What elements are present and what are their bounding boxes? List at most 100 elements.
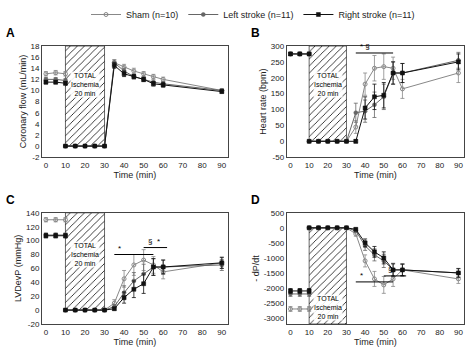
svg-text:50: 50 [139,161,148,170]
svg-text:250: 250 [271,58,285,67]
svg-text:0: 0 [288,328,293,337]
svg-text:6: 6 [35,109,40,118]
svg-text:40: 40 [120,328,129,337]
svg-text:20: 20 [323,161,332,170]
svg-text:30: 30 [100,161,109,170]
svg-text:-20: -20 [28,320,40,329]
svg-text:8: 8 [35,97,40,106]
svg-text:80: 80 [30,250,39,259]
svg-text:Time (min): Time (min) [354,337,397,347]
svg-text:90: 90 [217,328,226,337]
svg-text:LVDevP (mmHg): LVDevP (mmHg) [13,235,23,302]
svg-text:30: 30 [342,161,351,170]
svg-text:12: 12 [30,75,39,84]
svg-text:40: 40 [361,328,370,337]
svg-text:10: 10 [305,328,314,337]
svg-text:Time (min): Time (min) [114,170,157,180]
svg-text:60: 60 [159,161,168,170]
svg-text:50: 50 [379,328,388,337]
svg-text:30: 30 [100,328,109,337]
svg-text:0: 0 [35,142,40,151]
svg-text:TOTALIschemia20 min: TOTALIschemia20 min [314,72,342,97]
svg-text:* §: * § [360,42,370,51]
svg-text:20: 20 [323,328,332,337]
svg-text:TOTALIschemia20 min: TOTALIschemia20 min [314,295,342,320]
svg-text:D: D [251,193,260,207]
svg-text:*: * [360,271,363,280]
svg-text:90: 90 [454,161,463,170]
svg-text:16: 16 [30,53,39,62]
svg-text:50: 50 [139,328,148,337]
svg-text:20: 20 [81,161,90,170]
svg-text:80: 80 [435,161,444,170]
svg-text:-1500: -1500 [264,269,285,278]
svg-text:Coronary flow (mL/min): Coronary flow (mL/min) [18,55,28,149]
svg-text:70: 70 [178,161,187,170]
svg-text:*: * [118,244,121,253]
svg-text:B: B [251,26,260,40]
svg-text:Heart rate (bpm): Heart rate (bpm) [258,69,268,135]
svg-text:2: 2 [35,131,40,140]
svg-text:0: 0 [35,306,40,315]
svg-text:60: 60 [30,264,39,273]
svg-text:0: 0 [44,328,49,337]
svg-text:4: 4 [35,120,40,129]
svg-text:80: 80 [198,328,207,337]
svg-text:80: 80 [435,328,444,337]
svg-text:90: 90 [217,161,226,170]
svg-text:0: 0 [280,224,285,233]
svg-text:40: 40 [120,161,129,170]
svg-text:Time (min): Time (min) [354,170,397,180]
svg-text:§: § [388,265,392,274]
svg-text:90: 90 [454,328,463,337]
svg-text:-2000: -2000 [264,284,285,293]
svg-text:80: 80 [198,161,207,170]
svg-text:300: 300 [271,42,285,51]
svg-text:-2: -2 [32,153,40,162]
svg-text:TOTALIschemia20 min: TOTALIschemia20 min [71,72,99,97]
svg-text:40: 40 [30,278,39,287]
svg-text:70: 70 [417,161,426,170]
svg-text:70: 70 [417,328,426,337]
svg-text:- dP/dt: - dP/dt [251,255,261,282]
svg-text:TOTALIschemia20 min: TOTALIschemia20 min [71,242,99,267]
svg-text:140: 140 [26,209,40,218]
svg-text:Right stroke (n=11): Right stroke (n=11) [338,10,414,20]
svg-text:20: 20 [30,292,39,301]
svg-text:10: 10 [30,86,39,95]
svg-text:-2500: -2500 [264,299,285,308]
svg-text:20: 20 [81,328,90,337]
svg-text:10: 10 [61,161,70,170]
svg-text:-1000: -1000 [264,254,285,263]
svg-text:Time (min): Time (min) [114,337,157,347]
svg-text:100: 100 [26,236,40,245]
svg-text:§ *: § * [148,237,160,246]
svg-text:30: 30 [342,328,351,337]
svg-text:0: 0 [280,137,285,146]
svg-text:-500: -500 [268,239,285,248]
svg-text:150: 150 [271,89,285,98]
svg-text:200: 200 [271,74,285,83]
svg-text:A: A [6,26,15,40]
svg-text:Sham (n=10): Sham (n=10) [126,10,178,20]
svg-text:50: 50 [379,161,388,170]
svg-text:-50: -50 [273,153,285,162]
svg-text:-3000: -3000 [264,314,285,323]
svg-text:60: 60 [159,328,168,337]
svg-text:120: 120 [26,223,40,232]
svg-text:10: 10 [305,161,314,170]
svg-text:0: 0 [44,161,49,170]
svg-text:18: 18 [30,42,39,51]
svg-text:50: 50 [275,121,284,130]
svg-text:70: 70 [178,328,187,337]
svg-text:0: 0 [288,161,293,170]
svg-text:40: 40 [361,161,370,170]
svg-text:Left stroke (n=11): Left stroke (n=11) [223,10,293,20]
svg-text:500: 500 [271,209,285,218]
svg-text:100: 100 [271,105,285,114]
svg-text:60: 60 [398,328,407,337]
svg-text:C: C [6,193,15,207]
svg-text:10: 10 [61,328,70,337]
svg-text:14: 14 [30,64,39,73]
svg-text:60: 60 [398,161,407,170]
